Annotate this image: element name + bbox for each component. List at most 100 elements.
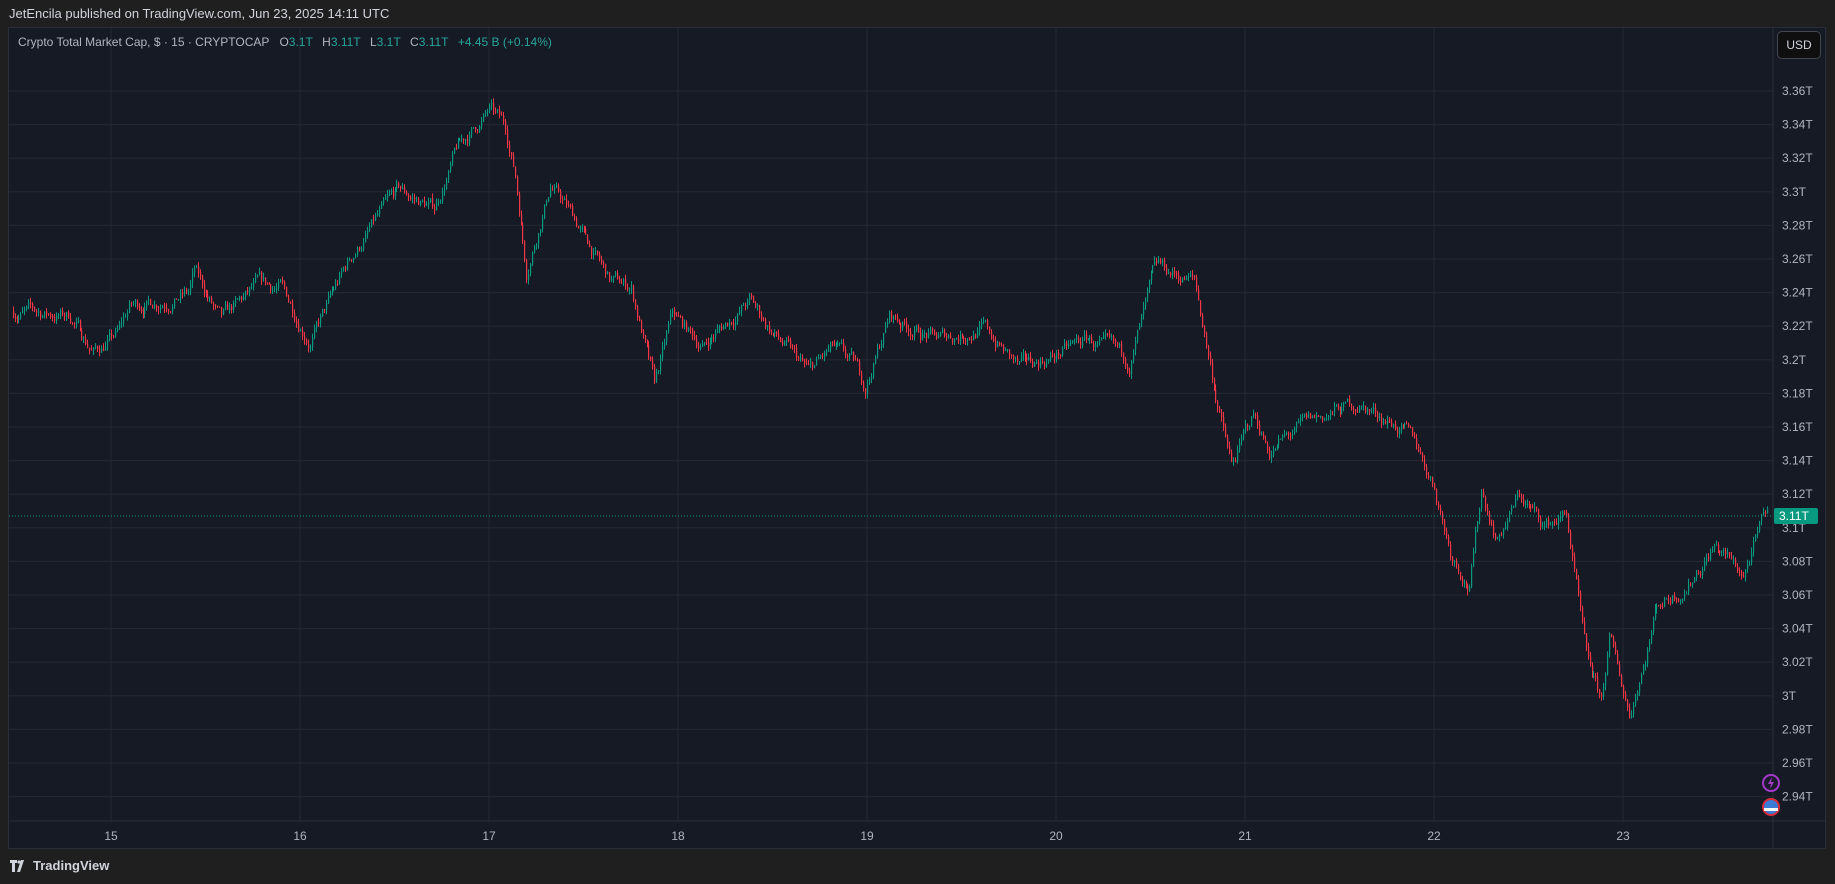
candle-body: [416, 198, 418, 200]
currency-button[interactable]: USD: [1777, 31, 1821, 59]
candle-body: [1103, 335, 1105, 338]
candle-body: [954, 339, 956, 342]
candle-body: [619, 279, 621, 284]
candle-body: [198, 266, 200, 275]
footer-brand[interactable]: TradingView: [10, 858, 109, 873]
candle-body: [78, 320, 80, 322]
candle-body: [597, 250, 599, 254]
symbol-title[interactable]: Crypto Total Market Cap, $ · 15 · CRYPTO…: [18, 35, 270, 49]
candle-body: [141, 309, 143, 312]
candle-body: [1381, 417, 1383, 424]
candle-body: [617, 273, 619, 280]
candle-body: [1519, 493, 1521, 495]
candle-body: [332, 289, 334, 293]
candle-body: [292, 303, 294, 314]
candle-body: [1564, 511, 1566, 513]
candle-body: [1552, 522, 1554, 525]
candle-body: [1501, 533, 1503, 535]
candle-body: [430, 198, 432, 203]
candle-body: [1320, 416, 1322, 418]
candle-body: [1655, 608, 1657, 619]
candle-body: [1206, 333, 1208, 347]
candle-body: [621, 283, 623, 285]
candle-body: [1737, 566, 1739, 572]
candle-body: [778, 334, 780, 338]
candle-body: [50, 313, 52, 317]
candle-body: [343, 267, 345, 271]
candle-body: [337, 283, 339, 285]
candle-body: [735, 321, 737, 326]
candle-body: [312, 337, 314, 348]
candle-body: [1763, 512, 1765, 515]
candle-body: [270, 284, 272, 291]
candle-body: [1641, 674, 1643, 684]
candle-body: [1023, 352, 1025, 357]
price-tick-label: 3.12T: [1782, 487, 1813, 501]
time-tick-label: 23: [1616, 829, 1630, 843]
candle-body: [1340, 409, 1342, 415]
candle-body: [1117, 342, 1119, 346]
candle-body: [194, 267, 196, 273]
candle-body: [432, 198, 434, 207]
candle-body: [1060, 355, 1062, 357]
candle-body: [849, 353, 851, 357]
candle-body: [1489, 513, 1491, 525]
candle-body: [786, 340, 788, 342]
candle-body: [1180, 280, 1182, 283]
candle-body: [1698, 573, 1700, 575]
candle-body: [1005, 349, 1007, 352]
candle-body: [1631, 714, 1633, 718]
time-tick-label: 20: [1049, 829, 1063, 843]
candle-body: [1326, 418, 1328, 420]
candle-body: [444, 189, 446, 191]
candle-body: [1741, 571, 1743, 577]
candle-body: [1048, 359, 1050, 363]
candle-body: [1404, 423, 1406, 426]
candle-body: [81, 330, 83, 340]
symbol-legend: Crypto Total Market Cap, $ · 15 · CRYPTO…: [18, 35, 558, 49]
candle-body: [58, 315, 60, 317]
candle-body: [1527, 503, 1529, 505]
candle-body: [1635, 695, 1637, 706]
candle-body: [585, 228, 587, 235]
candle-body: [1131, 360, 1133, 374]
candle-body: [1007, 349, 1009, 351]
candle-body: [1341, 407, 1343, 415]
candle-body: [985, 320, 987, 322]
candle-body: [1546, 519, 1548, 526]
candle-body: [1513, 506, 1515, 508]
candle-body: [265, 277, 267, 283]
candle-body: [1408, 423, 1410, 428]
candle-body: [52, 316, 54, 319]
chart-panel[interactable]: [8, 27, 1826, 849]
candle-body: [24, 308, 26, 311]
candle-body: [206, 293, 208, 295]
candle-body: [505, 121, 507, 131]
candle-body: [259, 272, 261, 276]
candle-body: [1586, 634, 1588, 647]
candle-body: [948, 335, 950, 338]
candle-body: [601, 258, 603, 263]
candle-body: [347, 260, 349, 269]
candle-body: [1158, 259, 1160, 263]
candle-body: [428, 202, 430, 206]
candle-body: [125, 316, 127, 318]
candle-body: [883, 333, 885, 345]
candle-body: [753, 297, 755, 303]
candle-body: [1442, 513, 1444, 520]
candle-body: [1040, 361, 1042, 367]
candle-body: [227, 304, 229, 310]
candle-body: [105, 345, 107, 351]
candle-body: [1353, 408, 1355, 410]
candle-body: [987, 320, 989, 328]
candle-body: [101, 347, 103, 353]
candle-body: [780, 337, 782, 342]
candle-body: [1389, 420, 1391, 422]
candle-body: [633, 285, 635, 300]
candle-body: [1347, 398, 1349, 402]
candle-body: [891, 311, 893, 319]
candle-body: [1231, 452, 1233, 462]
candle-body: [1609, 633, 1611, 655]
candle-body: [1306, 413, 1308, 418]
